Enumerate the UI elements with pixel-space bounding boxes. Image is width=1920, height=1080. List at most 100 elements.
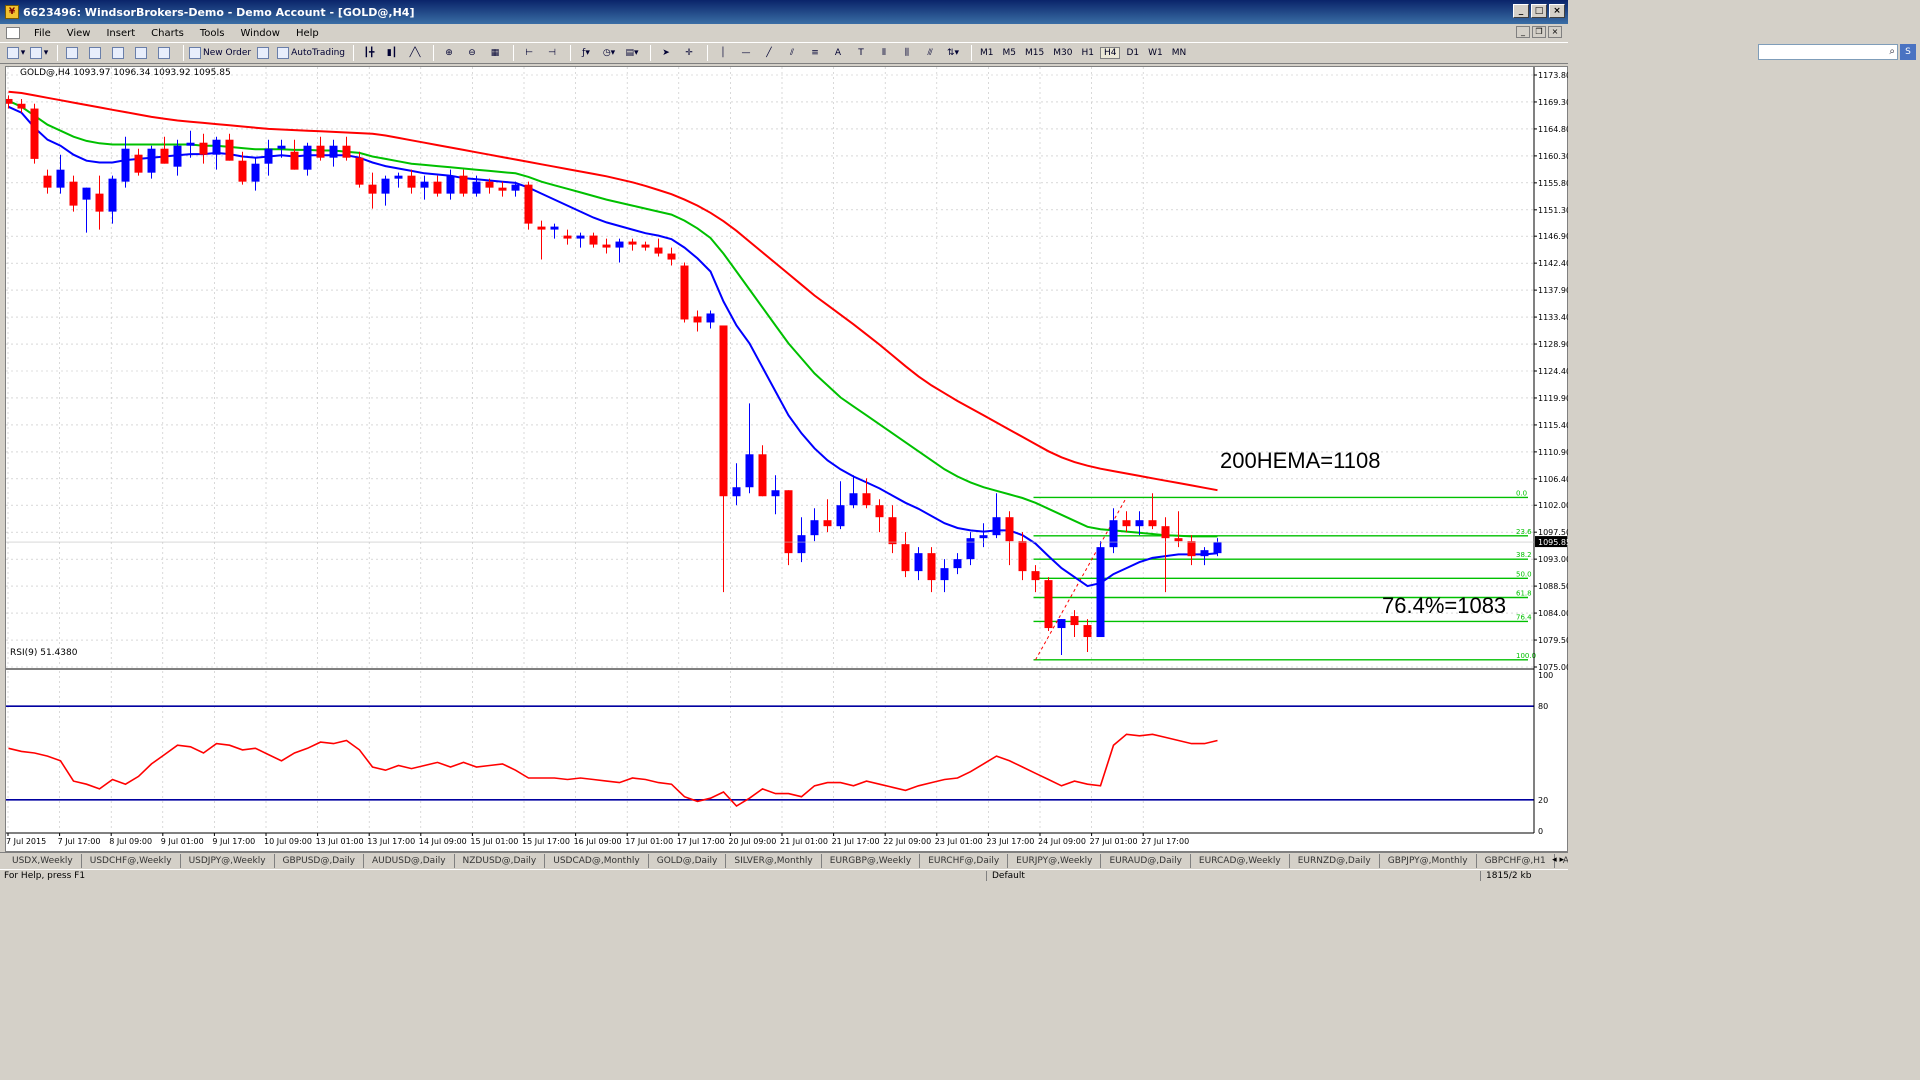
tab-gbpjpy-monthly[interactable]: GBPJPY@,Monthly <box>1380 854 1477 868</box>
timeframe-m1[interactable]: M1 <box>980 48 994 58</box>
candle-body <box>433 181 442 194</box>
candle-body <box>56 169 65 188</box>
timeframe-d1[interactable]: D1 <box>1126 48 1140 58</box>
text-label-tool-button[interactable]: T <box>858 48 864 58</box>
menu-window[interactable]: Window <box>240 27 280 39</box>
document-icon[interactable] <box>6 27 20 39</box>
menu-view[interactable]: View <box>66 27 91 39</box>
text-tool-button[interactable]: A <box>834 48 842 58</box>
arrows-tool-button[interactable]: ⇅▾ <box>946 48 960 58</box>
timeframe-m15[interactable]: M15 <box>1025 48 1045 58</box>
metaeditor-button[interactable] <box>254 44 274 62</box>
candle-body <box>1005 517 1014 542</box>
navigator-button[interactable] <box>109 44 129 62</box>
tab-usdcad-monthly[interactable]: USDCAD@,Monthly <box>545 854 649 868</box>
new-chart-button[interactable]: ▾ <box>6 44 26 62</box>
signals-button[interactable]: S <box>1900 44 1916 60</box>
chart-window[interactable]: 0.0 23.6 38.2 50.0 61.8 76.4 100.0 1173.80 1169… <box>5 66 1568 852</box>
cursor-tool-button[interactable]: ➤ <box>662 48 670 58</box>
menu-insert[interactable]: Insert <box>106 27 136 39</box>
data-window-button[interactable] <box>86 44 106 62</box>
tab-audnzd-weekly[interactable]: AUDNZD@,Weekly <box>1555 854 1568 868</box>
autotrading-button[interactable]: AutoTrading <box>277 44 345 62</box>
market-watch-button[interactable] <box>63 44 83 62</box>
zoom-out-button[interactable]: ⊖ <box>468 48 476 58</box>
mdi-close-button[interactable]: × <box>1548 26 1562 38</box>
metaeditor-icon <box>257 47 270 59</box>
periods-separator-button[interactable]: ⦀ <box>882 48 886 58</box>
tile-windows-button[interactable]: ▦ <box>490 48 500 58</box>
timeframe-w1[interactable]: W1 <box>1148 48 1163 58</box>
profiles-button[interactable]: ▾ <box>29 44 49 62</box>
timeframe-h1[interactable]: H1 <box>1081 48 1094 58</box>
templates-button[interactable]: ▤▾ <box>625 48 639 58</box>
trendline-tool-button[interactable]: ╱ <box>766 48 772 58</box>
fibo-fan-tool-button[interactable]: ⫼ <box>904 48 910 58</box>
mdi-minimize-button[interactable]: _ <box>1516 26 1530 38</box>
timeframe-m5[interactable]: M5 <box>1002 48 1017 58</box>
fibonacci-tool-button[interactable]: ≡ <box>811 48 819 58</box>
candle-body <box>628 241 637 245</box>
chart-shift-button[interactable]: ⊣ <box>548 48 556 58</box>
tab-silver-monthly[interactable]: SILVER@,Monthly <box>726 854 822 868</box>
gold-h4-chart[interactable]: 0.0 23.6 38.2 50.0 61.8 76.4 100.0 1173.80 1169… <box>6 67 1568 851</box>
tab-eurgbp-weekly[interactable]: EURGBP@,Weekly <box>822 854 921 868</box>
tab-usdjpy-weekly[interactable]: USDJPY@,Weekly <box>181 854 275 868</box>
minimize-button[interactable]: _ <box>1513 4 1529 18</box>
fibo-retracement-tool-button[interactable]: ⫻ <box>927 48 933 58</box>
zoom-in-button[interactable]: ⊕ <box>445 48 453 58</box>
tab-usdx-weekly[interactable]: USDX,Weekly <box>4 854 82 868</box>
tab-gbpusd-daily[interactable]: GBPUSD@,Daily <box>275 854 364 868</box>
candle-body <box>212 139 221 155</box>
maximize-button[interactable]: □ <box>1531 4 1547 18</box>
tab-audusd-daily[interactable]: AUDUSD@,Daily <box>364 854 455 868</box>
periods-button[interactable]: ◷▾ <box>602 48 616 58</box>
timeframe-m30[interactable]: M30 <box>1053 48 1073 58</box>
menu-charts[interactable]: Charts <box>151 27 184 39</box>
fib-level-label: 50.0 <box>1516 570 1532 578</box>
candle-body <box>1200 550 1209 557</box>
time-tick-label: 13 Jul 17:00 <box>367 837 415 846</box>
tab-eurcad-weekly[interactable]: EURCAD@,Weekly <box>1191 854 1290 868</box>
search-input[interactable]: ⌕ <box>1758 44 1898 60</box>
bar-chart-button[interactable]: ┃╋ <box>363 48 375 58</box>
indicators-button[interactable]: ƒ▾ <box>582 48 590 58</box>
tab-eurchf-daily[interactable]: EURCHF@,Daily <box>920 854 1009 868</box>
toolbar-separator <box>183 45 184 61</box>
tab-eurnzd-daily[interactable]: EURNZD@,Daily <box>1290 854 1380 868</box>
tab-nzdusd-daily[interactable]: NZDUSD@,Daily <box>455 854 546 868</box>
menu-tools[interactable]: Tools <box>199 27 225 39</box>
candle-body <box>446 175 455 194</box>
vertical-line-tool-button[interactable]: │ <box>720 48 726 58</box>
tab-scroll-arrows[interactable]: ◂ ▸ <box>1552 855 1564 865</box>
tab-gbpchf-h1[interactable]: GBPCHF@,H1 <box>1477 854 1555 868</box>
autoscroll-button[interactable]: ⊢ <box>525 48 533 58</box>
menu-file[interactable]: File <box>34 27 51 39</box>
candle-body <box>95 193 104 212</box>
crosshair-tool-button[interactable]: ✛ <box>685 48 693 58</box>
equidistant-channel-tool-button[interactable]: ⫽ <box>789 48 794 58</box>
timeframe-h4[interactable]: H4 <box>1099 47 1121 59</box>
candle-body <box>706 313 715 323</box>
timeframe-mn[interactable]: MN <box>1171 48 1187 58</box>
terminal-button[interactable] <box>132 44 152 62</box>
candle-body <box>316 145 325 158</box>
mdi-restore-button[interactable]: ❐ <box>1532 26 1546 38</box>
horizontal-line-tool-button[interactable]: — <box>741 48 751 58</box>
candlestick-button[interactable]: ▮┃ <box>386 48 398 58</box>
close-button[interactable]: × <box>1549 4 1565 18</box>
tester-button[interactable] <box>155 44 175 62</box>
rsi-tick-label: 80 <box>1538 702 1548 711</box>
tab-euraud-daily[interactable]: EURAUD@,Daily <box>1101 854 1191 868</box>
line-chart-button[interactable]: ╱╲ <box>409 48 421 58</box>
fib-level-label: 0.0 <box>1516 489 1527 497</box>
fib-level-label: 38.2 <box>1516 551 1532 559</box>
price-tick-label: 1097.50 <box>1538 528 1568 537</box>
menu-help[interactable]: Help <box>295 27 319 39</box>
tab-eurjpy-weekly[interactable]: EURJPY@,Weekly <box>1008 854 1102 868</box>
tab-usdchf-weekly[interactable]: USDCHF@,Weekly <box>82 854 181 868</box>
tab-gold-daily[interactable]: GOLD@,Daily <box>649 854 727 868</box>
new-order-button[interactable]: New Order <box>189 44 251 62</box>
fib-level-label: 61.8 <box>1516 589 1532 597</box>
candle-body <box>160 148 169 164</box>
